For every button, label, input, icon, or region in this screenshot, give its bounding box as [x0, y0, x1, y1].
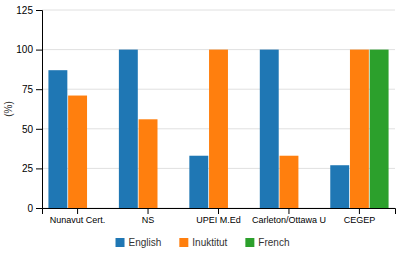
y-axis: 0 25 50 75 100 125: [16, 5, 42, 214]
y-tick-label: 0: [27, 203, 33, 214]
bar: [229, 208, 248, 209]
bar-series: [370, 50, 389, 208]
bar: [88, 208, 107, 209]
legend: English Inuktitut French: [116, 237, 290, 248]
y-tick: 0: [27, 203, 42, 214]
y-tick: 100: [16, 44, 42, 55]
bar: [189, 156, 208, 208]
y-tick: 75: [22, 84, 42, 95]
bar: [350, 50, 369, 208]
y-axis-title: (%): [3, 101, 14, 117]
legend-label: English: [129, 237, 162, 248]
x-tick-mark: [288, 208, 289, 214]
x-tick-label: Nunavut Cert.: [50, 215, 106, 225]
bar-series: [68, 50, 369, 208]
y-tick-mark: [36, 50, 42, 51]
bar: [330, 165, 349, 208]
bar: [68, 96, 87, 208]
y-tick-label: 125: [16, 5, 33, 16]
x-tick-label: NS: [142, 215, 155, 225]
x-tick: CEGEP: [344, 208, 376, 225]
y-tick-label: 100: [16, 44, 33, 55]
x-tick-mark: [148, 208, 149, 214]
bar: [370, 50, 389, 208]
bar: [299, 208, 318, 209]
x-tick: Carleton/Ottawa U: [252, 208, 326, 225]
bar: [139, 119, 158, 208]
legend-label: French: [258, 237, 289, 248]
bar: [48, 70, 67, 208]
x-tick-mark: [359, 208, 360, 214]
y-tick-mark: [36, 129, 42, 130]
bar: [158, 208, 177, 209]
bars: [48, 50, 388, 208]
bar: [209, 50, 228, 208]
x-tick-label: CEGEP: [344, 215, 376, 225]
x-tick-label: UPEI M.Ed: [196, 215, 241, 225]
y-tick-mark: [36, 10, 42, 11]
x-axis: Nunavut Cert. NS UPEI M.Ed Carleton/Ottawa …: [43, 208, 396, 225]
grid: [42, 10, 395, 208]
y-tick-label: 50: [22, 124, 34, 135]
y-tick-label: 25: [22, 163, 34, 174]
y-tick-label: 75: [22, 84, 34, 95]
x-tick: NS: [142, 208, 155, 225]
legend-item: English: [116, 237, 162, 248]
legend-swatch: [116, 238, 125, 247]
x-tick-label: Carleton/Ottawa U: [252, 215, 326, 225]
x-axis-line: [43, 209, 396, 215]
x-tick-mark: [77, 208, 78, 214]
legend-swatch: [179, 238, 188, 247]
y-tick: 25: [22, 163, 42, 174]
chart: 0 25 50 75 100 125 Nunavut Cert. NS UPEI M.Ed Car…: [0, 0, 405, 254]
bar-series: [48, 50, 349, 208]
legend-swatch: [245, 238, 254, 247]
y-tick-mark: [36, 168, 42, 169]
x-tick: UPEI M.Ed: [196, 208, 241, 225]
legend-label: Inuktitut: [192, 237, 227, 248]
y-tick-mark: [36, 89, 42, 90]
y-tick: 50: [22, 124, 42, 135]
bar: [280, 156, 299, 208]
grid-line: [42, 10, 395, 11]
x-tick-mark: [218, 208, 219, 214]
bar: [119, 50, 138, 208]
x-tick: Nunavut Cert.: [50, 208, 106, 225]
legend-item: French: [245, 237, 289, 248]
bar: [260, 50, 279, 208]
legend-item: Inuktitut: [179, 237, 227, 248]
y-axis-line: [36, 11, 43, 209]
y-tick: 125: [16, 5, 42, 16]
y-tick-mark: [36, 208, 42, 209]
